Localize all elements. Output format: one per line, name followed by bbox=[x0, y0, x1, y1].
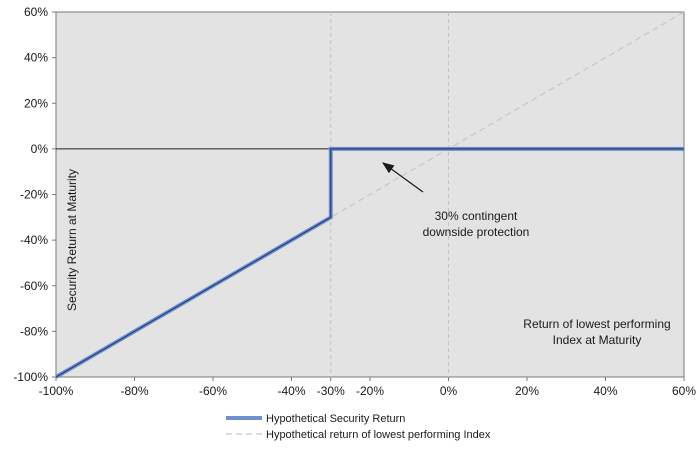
x-axis-label-line-1: Return of lowest performing bbox=[523, 317, 670, 331]
x-tick-label: -30% bbox=[317, 384, 345, 398]
x-tick-label: -60% bbox=[199, 384, 227, 398]
x-tick-label: 0% bbox=[440, 384, 458, 398]
y-tick-label: -20% bbox=[20, 188, 48, 202]
y-tick-label: -80% bbox=[20, 324, 48, 338]
y-tick-label: -100% bbox=[13, 370, 48, 384]
x-tick-label: -40% bbox=[277, 384, 305, 398]
x-tick-label: 40% bbox=[593, 384, 617, 398]
y-tick-label: 40% bbox=[24, 51, 48, 65]
legend-label-security-return: Hypothetical Security Return bbox=[266, 413, 405, 425]
y-axis-label: Security Return at Maturity bbox=[65, 169, 79, 311]
y-tick-label: -60% bbox=[20, 279, 48, 293]
legend: Hypothetical Security Return Hypothetica… bbox=[226, 413, 491, 441]
x-tick-label: -20% bbox=[356, 384, 384, 398]
annotation-text-line-1: 30% contingent bbox=[435, 209, 518, 223]
series-line-security-return-core bbox=[55, 148, 684, 378]
y-tick-label: 60% bbox=[24, 5, 48, 19]
y-tick-label: -40% bbox=[20, 233, 48, 247]
x-tick-label: 20% bbox=[515, 384, 539, 398]
x-tick-label: -100% bbox=[39, 384, 74, 398]
legend-label-index-return: Hypothetical return of lowest performing… bbox=[266, 429, 491, 441]
annotation-arrow bbox=[382, 162, 424, 193]
y-tick-label: 20% bbox=[24, 96, 48, 110]
y-tick-label: 0% bbox=[31, 142, 49, 156]
x-axis-label-line-2: Index at Maturity bbox=[553, 333, 642, 347]
x-tick-label: -80% bbox=[120, 384, 148, 398]
annotation-text-line-2: downside protection bbox=[423, 225, 530, 239]
x-tick-label: 60% bbox=[672, 384, 696, 398]
